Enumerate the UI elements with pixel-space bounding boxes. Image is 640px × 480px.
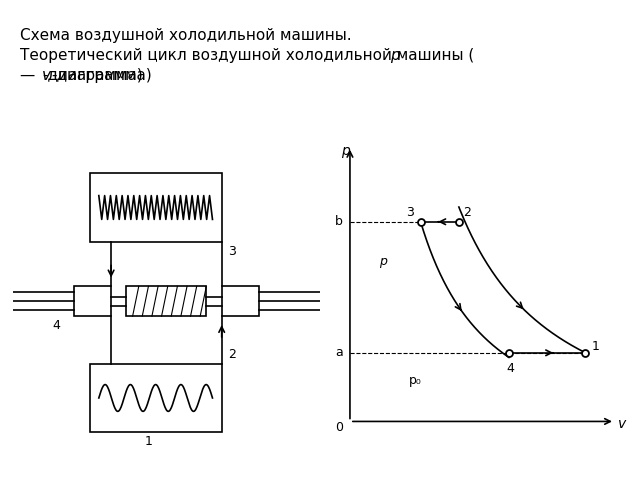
Text: a: a	[335, 346, 342, 360]
Bar	[90, 173, 221, 242]
Text: 3: 3	[228, 245, 236, 258]
Text: Схема воздушной холодильной машины.: Схема воздушной холодильной машины.	[20, 28, 351, 43]
Text: Теоретический цикл воздушной холодильной машины (: Теоретический цикл воздушной холодильной…	[20, 48, 474, 63]
Text: -диаграмма): -диаграмма)	[42, 68, 143, 83]
Text: 3: 3	[406, 205, 414, 218]
Text: 1: 1	[591, 340, 599, 353]
Text: p: p	[380, 255, 387, 268]
Text: b: b	[335, 215, 342, 228]
Bar	[127, 287, 206, 316]
Bar	[90, 364, 221, 432]
Text: —: —	[20, 68, 40, 83]
Text: p: p	[341, 144, 350, 158]
Text: 0: 0	[335, 421, 343, 434]
Text: v: v	[42, 68, 51, 83]
Text: 2: 2	[228, 348, 236, 361]
Text: -диаграмма): -диаграмма)	[51, 68, 152, 83]
Bar	[74, 287, 111, 316]
Text: 1: 1	[145, 435, 153, 448]
Text: 2: 2	[463, 205, 471, 218]
Text: 4: 4	[52, 319, 61, 332]
Text: 4: 4	[506, 361, 514, 374]
Text: p₀: p₀	[409, 374, 422, 387]
Text: v: v	[618, 417, 626, 431]
Text: р: р	[390, 48, 399, 63]
Bar	[221, 287, 259, 316]
